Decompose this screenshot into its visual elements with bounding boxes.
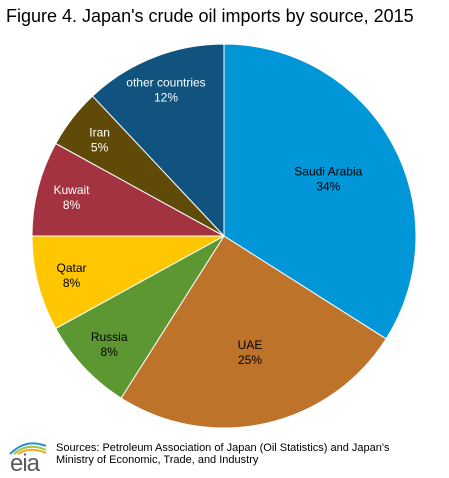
slice-value-other-countries: 12% (154, 91, 178, 105)
slice-value-uae: 25% (238, 353, 262, 367)
slice-value-russia: 8% (101, 345, 119, 359)
pie-slice-russia (55, 235, 225, 399)
pie-slice-kuwait (31, 142, 225, 237)
sources-note: Sources: Petroleum Association of Japan … (56, 442, 446, 466)
pie-slice-other-countries (91, 43, 225, 238)
chart-title: Figure 4. Japan's crude oil imports by s… (6, 6, 414, 26)
slice-value-kuwait: 8% (63, 198, 81, 212)
pie-chart: Saudi Arabia34%UAE25%Russia8%Qatar8%Kuwa… (31, 43, 417, 429)
pie-slice-uae (120, 235, 387, 429)
slice-value-qatar: 8% (63, 276, 81, 290)
sources-line-1: Sources: Petroleum Association of Japan … (56, 442, 390, 454)
slice-value-iran: 5% (91, 141, 109, 155)
slice-label-russia: Russia (91, 330, 128, 344)
slice-value-saudi-arabia: 34% (316, 180, 340, 194)
pie-slice-qatar (31, 235, 225, 330)
footer: eia Sources: Petroleum Association of Ja… (0, 432, 449, 477)
slice-label-qatar: Qatar (56, 261, 86, 275)
slice-label-kuwait: Kuwait (53, 183, 90, 197)
eia-logo: eia (6, 436, 50, 477)
eia-logo-arcs-icon (9, 442, 47, 455)
pie-slice-saudi-arabia (223, 43, 417, 340)
slice-label-saudi-arabia: Saudi Arabia (294, 165, 362, 179)
slice-label-uae: UAE (238, 338, 263, 352)
eia-logo-text: eia (10, 450, 40, 477)
slice-label-other-countries: other countries (126, 76, 205, 90)
sources-line-2: Ministry of Economic, Trade, and Industr… (56, 454, 259, 466)
slice-label-iran: Iran (89, 126, 110, 140)
